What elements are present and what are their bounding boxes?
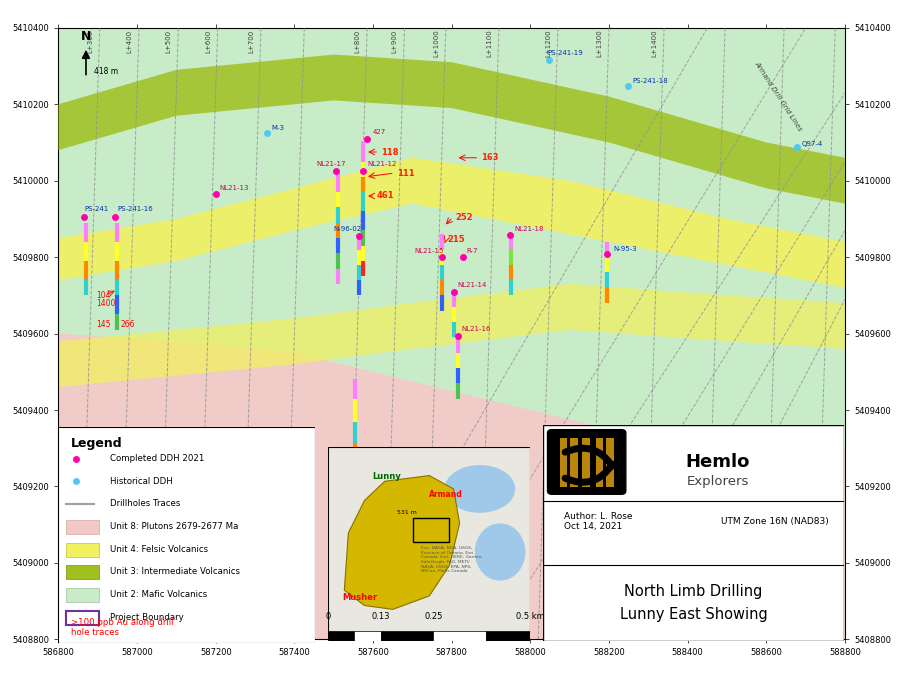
Bar bbox=[485, 631, 530, 643]
Text: N: N bbox=[81, 30, 91, 43]
Text: 0.5 km: 0.5 km bbox=[516, 612, 545, 621]
Bar bbox=[328, 631, 354, 643]
Text: 461: 461 bbox=[377, 192, 395, 200]
Text: 0.25: 0.25 bbox=[424, 612, 442, 621]
Text: Historical DDH: Historical DDH bbox=[110, 477, 173, 486]
Text: NL21-12: NL21-12 bbox=[367, 161, 396, 167]
Text: NL21-13: NL21-13 bbox=[219, 185, 249, 191]
Text: L+600: L+600 bbox=[205, 30, 211, 53]
Text: Unit 4: Felsic Volcanics: Unit 4: Felsic Volcanics bbox=[110, 545, 208, 554]
Text: L+1100: L+1100 bbox=[486, 30, 492, 58]
Text: PS-241: PS-241 bbox=[84, 206, 108, 213]
Bar bbox=[433, 631, 485, 643]
Text: L+400: L+400 bbox=[126, 30, 132, 53]
Text: Project Boundary: Project Boundary bbox=[110, 612, 183, 621]
Text: 215: 215 bbox=[448, 236, 466, 245]
Text: PS-241-16: PS-241-16 bbox=[118, 206, 153, 213]
Text: 531 m: 531 m bbox=[397, 509, 417, 515]
Text: Legend: Legend bbox=[71, 437, 123, 450]
Text: N-95-3: N-95-3 bbox=[613, 246, 636, 252]
Text: N-96-01: N-96-01 bbox=[361, 573, 389, 580]
Bar bbox=[559, 439, 567, 486]
Polygon shape bbox=[58, 158, 845, 288]
Text: Lunny: Lunny bbox=[372, 473, 401, 482]
Text: Armand: Armand bbox=[430, 489, 463, 498]
Polygon shape bbox=[58, 54, 845, 204]
Bar bbox=[413, 518, 450, 542]
Bar bbox=[67, 565, 100, 580]
Text: L+900: L+900 bbox=[392, 30, 397, 53]
Ellipse shape bbox=[444, 465, 515, 513]
Polygon shape bbox=[58, 284, 845, 387]
FancyArrowPatch shape bbox=[565, 464, 612, 482]
Bar bbox=[583, 439, 590, 486]
Text: L+800: L+800 bbox=[354, 30, 360, 53]
Text: N-95-2: N-95-2 bbox=[613, 434, 636, 441]
Bar bbox=[606, 439, 614, 486]
Polygon shape bbox=[58, 28, 845, 639]
Text: Q97-4: Q97-4 bbox=[802, 141, 823, 147]
Bar bbox=[67, 611, 100, 625]
Polygon shape bbox=[58, 334, 845, 639]
Text: 266: 266 bbox=[120, 320, 135, 329]
Bar bbox=[67, 543, 100, 557]
Text: L+1000: L+1000 bbox=[433, 30, 439, 58]
Ellipse shape bbox=[475, 523, 525, 581]
Text: R-7: R-7 bbox=[467, 248, 478, 254]
Text: NL21-17: NL21-17 bbox=[316, 161, 345, 167]
Text: 0: 0 bbox=[325, 612, 331, 621]
Text: M-3: M-3 bbox=[271, 125, 285, 131]
Text: Completed DDH 2021: Completed DDH 2021 bbox=[110, 454, 204, 463]
Text: PS-241-19: PS-241-19 bbox=[547, 50, 583, 56]
Text: Musher: Musher bbox=[343, 593, 378, 602]
Text: 1400: 1400 bbox=[96, 299, 115, 307]
Text: L+500: L+500 bbox=[165, 30, 172, 53]
Text: Unit 8: Plutons 2679-2677 Ma: Unit 8: Plutons 2679-2677 Ma bbox=[110, 522, 238, 531]
Text: 163: 163 bbox=[481, 154, 499, 162]
FancyBboxPatch shape bbox=[58, 427, 315, 643]
Text: Hemlo: Hemlo bbox=[685, 453, 750, 471]
Bar bbox=[381, 631, 433, 643]
FancyBboxPatch shape bbox=[543, 425, 844, 641]
Text: NL21-14: NL21-14 bbox=[458, 282, 487, 288]
Bar bbox=[570, 439, 578, 486]
Text: 418 m: 418 m bbox=[93, 67, 118, 76]
Text: 104: 104 bbox=[96, 291, 111, 300]
Text: L+1200: L+1200 bbox=[545, 30, 551, 57]
Text: PS-241-18: PS-241-18 bbox=[633, 78, 669, 84]
Text: Esri, NASA, NGA, USGS,
Province of Ontario, Esri
Canada, Esri, HERE, Garmin,
Saf: Esri, NASA, NGA, USGS, Province of Ontar… bbox=[421, 546, 483, 573]
Text: 118: 118 bbox=[381, 147, 398, 156]
Text: L+300: L+300 bbox=[87, 30, 93, 53]
Text: Author: L. Rose
Oct 14, 2021: Author: L. Rose Oct 14, 2021 bbox=[564, 512, 633, 531]
Text: 111: 111 bbox=[396, 169, 414, 177]
Text: NL21-15: NL21-15 bbox=[414, 248, 444, 254]
Text: 252: 252 bbox=[455, 213, 473, 222]
Text: Unit 3: Intermediate Volcanics: Unit 3: Intermediate Volcanics bbox=[110, 567, 240, 576]
Bar bbox=[354, 631, 381, 643]
Text: 0.13: 0.13 bbox=[371, 612, 390, 621]
Text: Unit 2: Mafic Volcanics: Unit 2: Mafic Volcanics bbox=[110, 590, 207, 599]
Bar bbox=[596, 439, 603, 486]
Text: >100 ppb Au along drill
hole traces: >100 ppb Au along drill hole traces bbox=[71, 618, 174, 637]
Text: NL21-18: NL21-18 bbox=[514, 226, 543, 232]
Bar bbox=[67, 520, 100, 534]
Bar bbox=[67, 588, 100, 602]
Text: NL21-16: NL21-16 bbox=[461, 327, 491, 332]
Text: 427: 427 bbox=[373, 129, 387, 135]
FancyArrowPatch shape bbox=[565, 448, 612, 466]
Text: 145: 145 bbox=[96, 320, 111, 329]
Text: L+1400: L+1400 bbox=[651, 30, 657, 57]
Text: N-96-02: N-96-02 bbox=[334, 226, 362, 231]
Text: Drillholes Traces: Drillholes Traces bbox=[110, 500, 180, 509]
Text: Explorers: Explorers bbox=[687, 475, 749, 488]
FancyBboxPatch shape bbox=[547, 430, 626, 494]
Text: UTM Zone 16N (NAD83): UTM Zone 16N (NAD83) bbox=[721, 516, 829, 525]
Text: North Limb Drilling
Lunny East Showing: North Limb Drilling Lunny East Showing bbox=[619, 584, 768, 622]
Text: L+1300: L+1300 bbox=[596, 30, 602, 58]
Text: L+700: L+700 bbox=[248, 30, 254, 53]
Polygon shape bbox=[344, 475, 459, 610]
Text: Armand Drill Grid Lines: Armand Drill Grid Lines bbox=[753, 60, 803, 133]
